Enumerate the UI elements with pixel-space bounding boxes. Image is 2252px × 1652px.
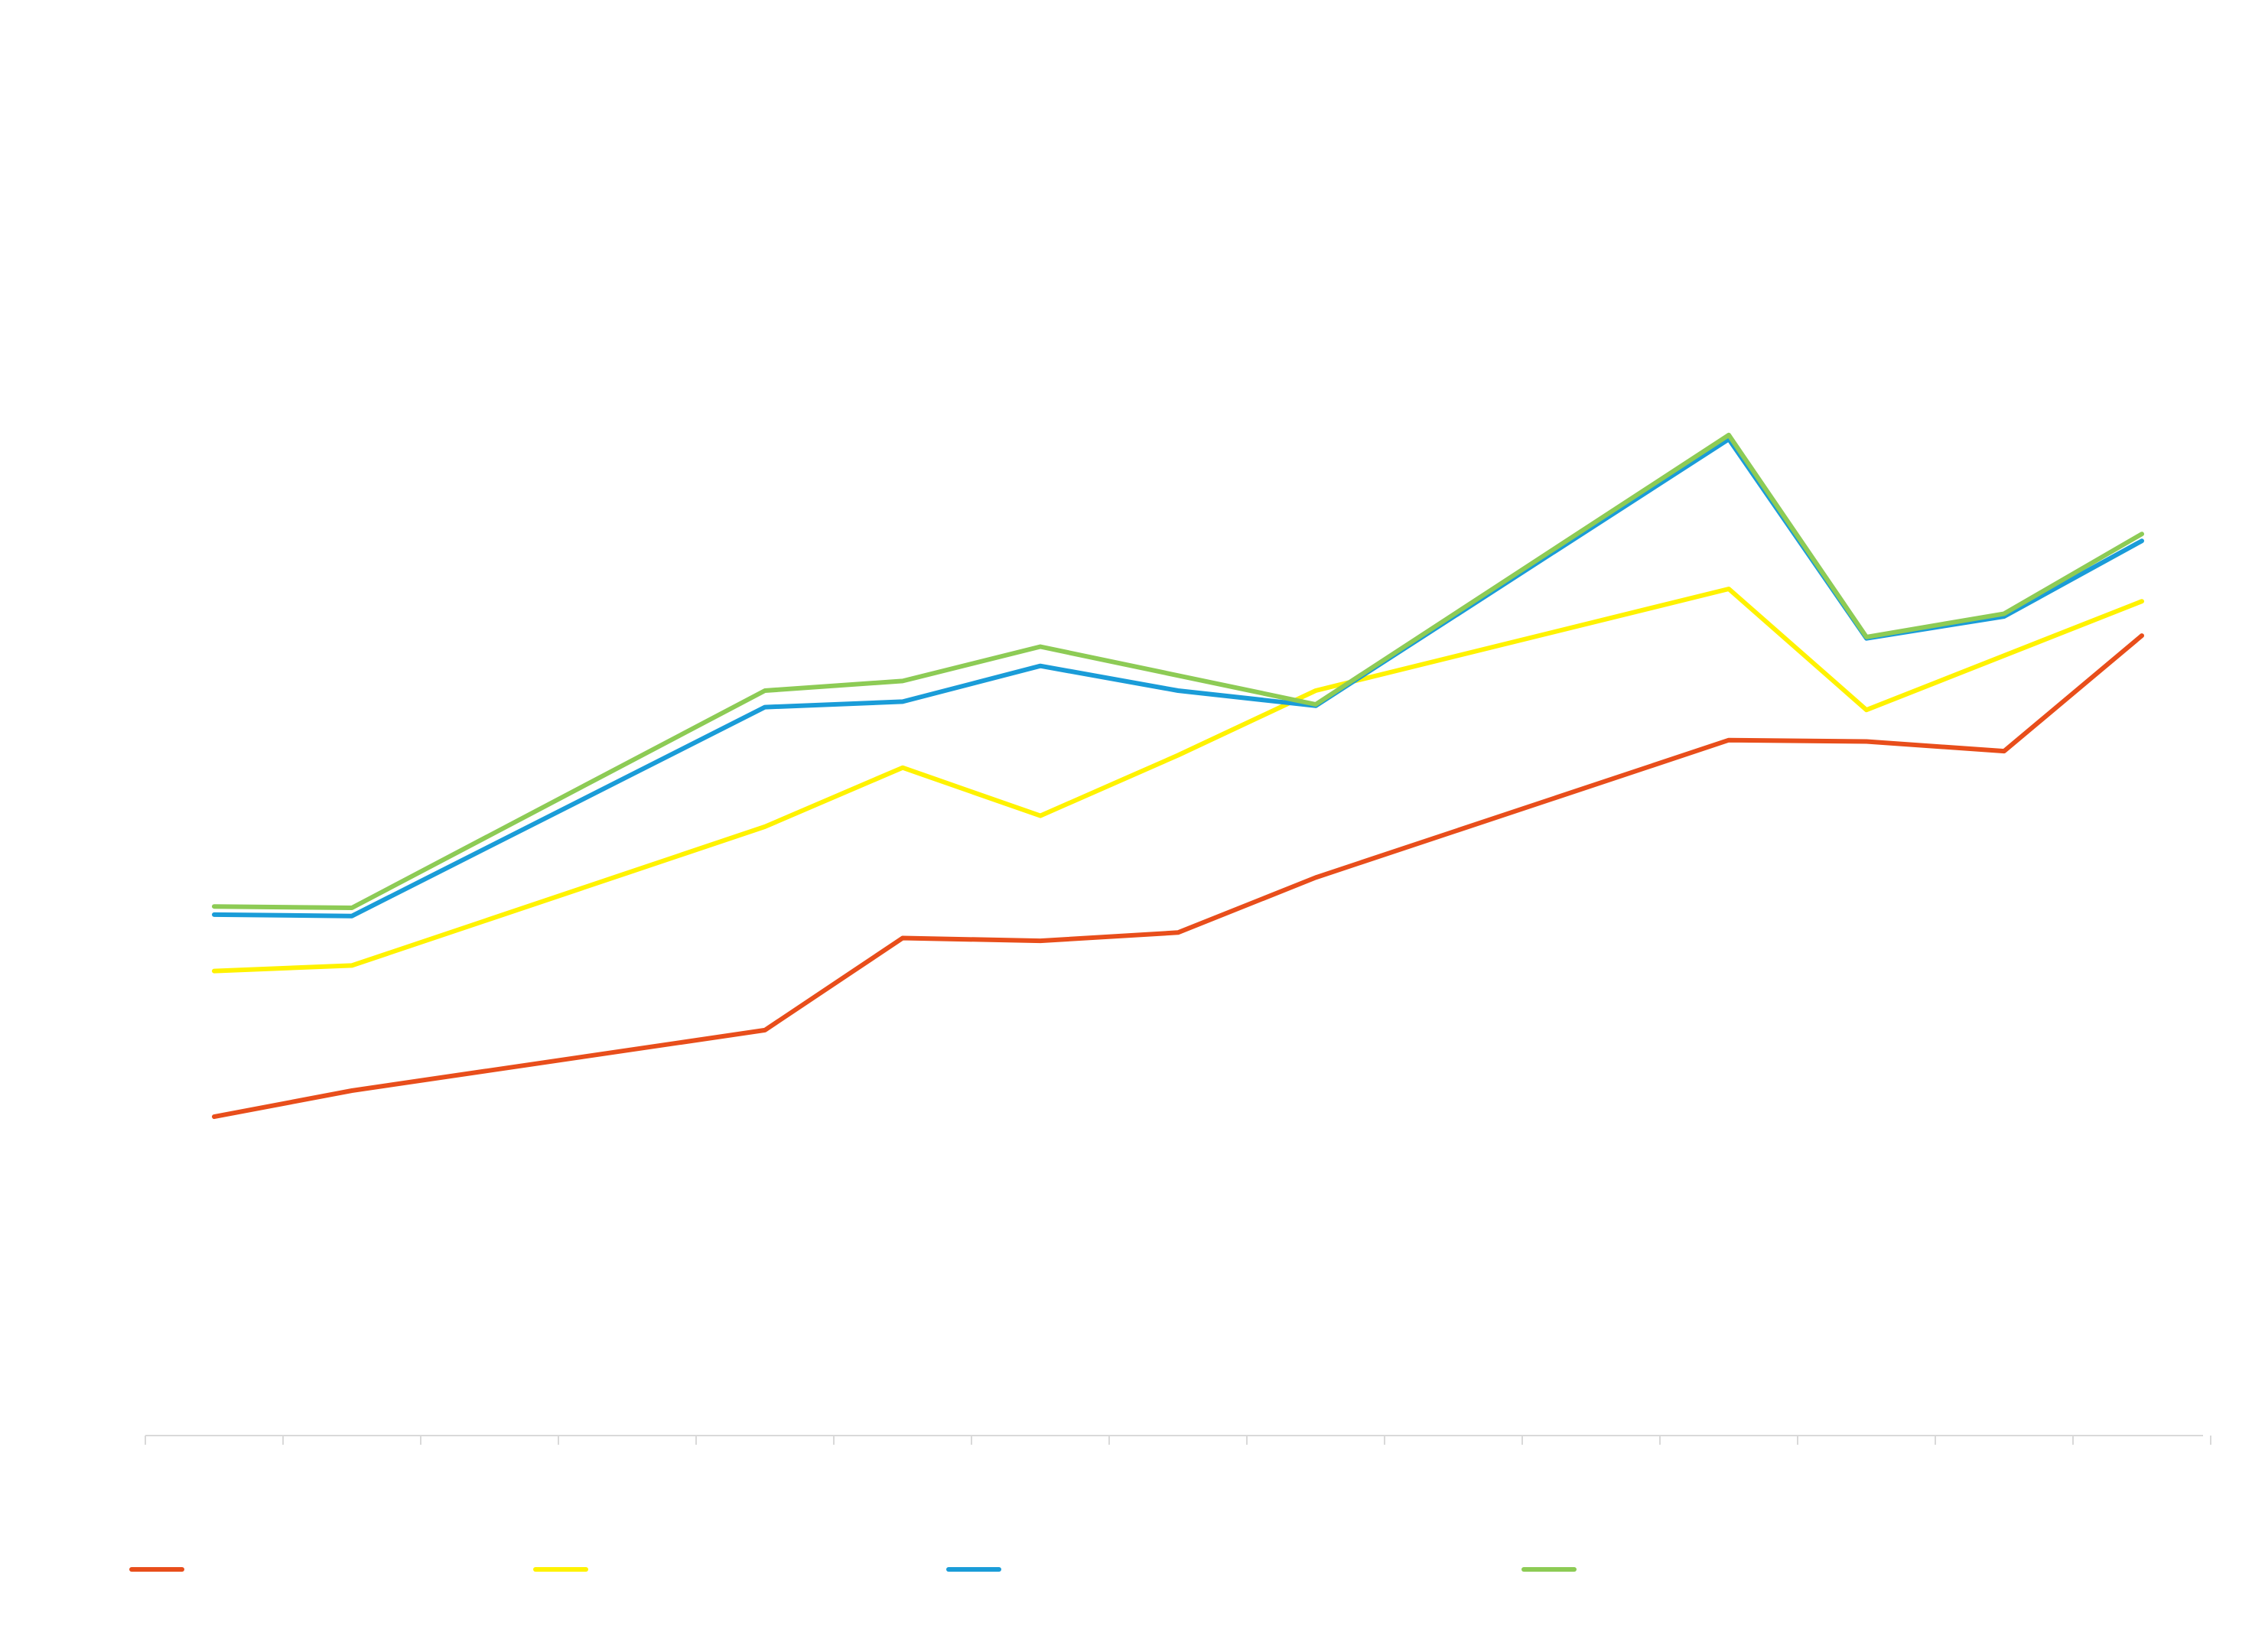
series-line-1 [212,633,2144,1120]
series-layer [212,432,2144,1120]
axis-layer [145,1435,2211,1445]
series-line-4 [212,432,2144,910]
series-line-2 [212,587,2144,974]
